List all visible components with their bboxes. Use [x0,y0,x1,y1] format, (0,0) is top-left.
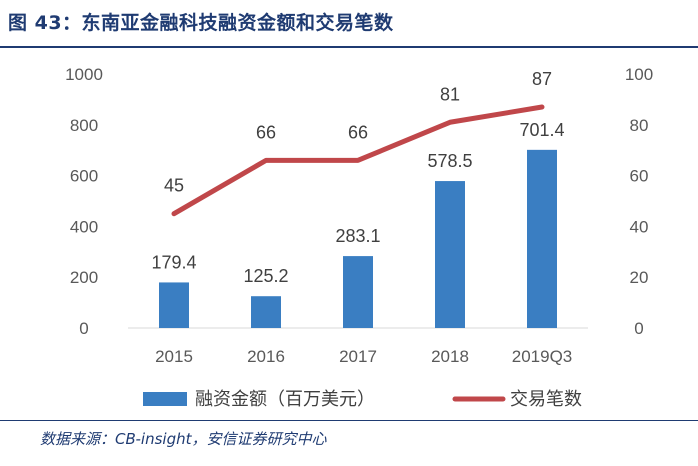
left-axis-tick-label: 0 [79,319,88,338]
title-divider [0,46,698,48]
bar-data-label: 701.4 [519,120,564,140]
bar [527,149,557,328]
right-axis-tick-label: 80 [630,116,649,135]
bar-data-label: 578.5 [427,151,472,171]
bar-data-label: 179.4 [151,252,196,272]
source-note: 数据来源：CB-insight，安信证券研究中心 [40,430,327,448]
chart-canvas: 0 200 400 600 800 1000 0 20 40 60 80 100 2015 2016 201… [65,65,653,410]
line-data-label: 66 [256,122,276,142]
bar [343,256,373,328]
chart-title: 图 43：东南亚金融科技融资金额和交易笔数 [8,12,394,34]
line-data-label: 87 [532,69,552,89]
legend-bar-label: 融资金额（百万美元） [195,389,375,410]
legend-bar-swatch [143,392,187,406]
line-data-label: 81 [440,84,460,104]
line-series [171,104,545,217]
line-data-label: 66 [348,122,368,142]
x-axis-tick-label: 2019Q3 [512,347,573,366]
x-axis-tick-label: 2015 [155,347,193,366]
right-axis-tick-label: 20 [630,268,649,287]
bar [251,296,281,328]
x-axis-tick-label: 2018 [431,347,469,366]
left-axis-tick-label: 400 [70,217,98,236]
right-axis-tick-label: 100 [625,65,653,84]
footer-divider [0,420,698,421]
left-axis-tick-label: 1000 [65,65,103,84]
line-data-label: 45 [164,176,184,196]
bar [159,282,189,328]
legend-line-label: 交易笔数 [510,389,582,410]
bar-data-label: 283.1 [335,226,380,246]
bar [435,181,465,328]
x-axis-tick-label: 2016 [247,347,285,366]
right-axis-tick-label: 40 [630,217,649,236]
left-axis-tick-label: 200 [70,268,98,287]
left-axis-tick-label: 800 [70,116,98,135]
right-axis-tick-label: 0 [634,319,643,338]
left-axis-tick-label: 600 [70,167,98,186]
x-axis-tick-label: 2017 [339,347,377,366]
bar-data-label: 125.2 [243,266,288,286]
right-axis-tick-label: 60 [630,167,649,186]
